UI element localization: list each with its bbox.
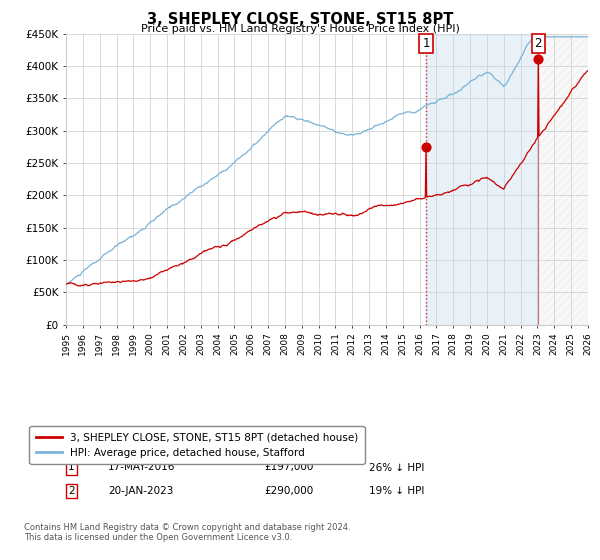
Legend: 3, SHEPLEY CLOSE, STONE, ST15 8PT (detached house), HPI: Average price, detached: 3, SHEPLEY CLOSE, STONE, ST15 8PT (detac… <box>29 426 365 464</box>
Text: £197,000: £197,000 <box>265 463 314 473</box>
Text: 1: 1 <box>68 463 74 473</box>
Text: 26% ↓ HPI: 26% ↓ HPI <box>369 463 424 473</box>
Text: 3, SHEPLEY CLOSE, STONE, ST15 8PT: 3, SHEPLEY CLOSE, STONE, ST15 8PT <box>147 12 453 27</box>
Point <box>533 55 543 64</box>
Text: 2: 2 <box>68 486 74 496</box>
Text: 19% ↓ HPI: 19% ↓ HPI <box>369 486 424 496</box>
Bar <box>426 34 538 325</box>
Text: Price paid vs. HM Land Registry's House Price Index (HPI): Price paid vs. HM Land Registry's House … <box>140 24 460 34</box>
Text: £290,000: £290,000 <box>265 486 314 496</box>
Text: Contains HM Land Registry data © Crown copyright and database right 2024.
This d: Contains HM Land Registry data © Crown c… <box>24 523 351 542</box>
Text: 1: 1 <box>422 37 430 50</box>
Bar <box>538 34 588 325</box>
Text: 2: 2 <box>535 37 542 50</box>
Text: 20-JAN-2023: 20-JAN-2023 <box>108 486 173 496</box>
Point <box>421 143 431 152</box>
Text: 17-MAY-2016: 17-MAY-2016 <box>108 463 175 473</box>
